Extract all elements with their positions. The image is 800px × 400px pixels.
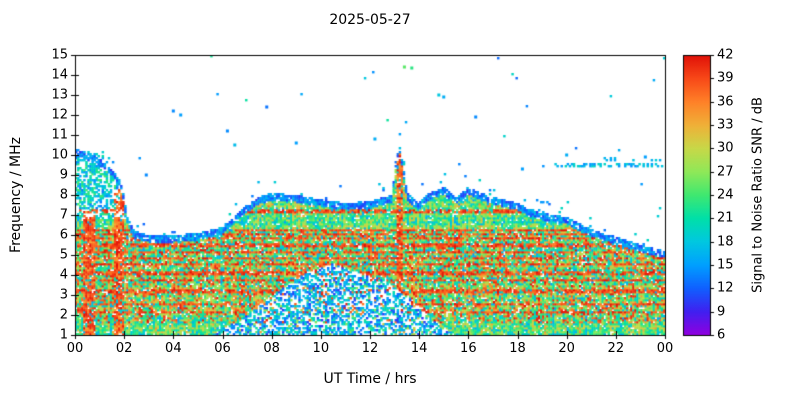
x-tick-label: 16 [460,341,477,356]
y-tick-label: 10 [51,147,68,163]
colorbar-tick-label: 24 [717,187,734,203]
x-tick-label: 18 [509,341,526,356]
x-tick-label: 14 [410,341,428,356]
colorbar-tick-label: 21 [717,210,734,226]
colorbar-tick-label: 9 [717,304,726,320]
x-tick-label: 00 [66,341,84,356]
colorbar-tick-label: 33 [717,117,734,133]
x-tick-label: 04 [165,341,182,356]
y-tick-label: 12 [51,107,68,123]
colorbar-label: Signal to Noise Ratio SNR / dB [750,97,766,293]
y-tick-label: 6 [59,227,68,243]
chart-title: 2025-05-27 [329,12,411,28]
x-tick-label: 02 [115,341,133,356]
y-tick-label: 13 [51,87,68,103]
y-tick-label: 14 [51,67,68,83]
y-tick-label: 7 [59,207,68,223]
colorbar-tick-label: 36 [717,94,734,110]
colorbar-tick-label: 39 [717,70,734,86]
colorbar-tick-label: 30 [717,140,734,156]
y-tick-label: 9 [59,167,68,183]
colorbar-tick-label: 18 [717,234,734,250]
y-tick-label: 2 [59,307,68,323]
x-tick-label: 10 [312,341,330,356]
y-tick-label: 8 [59,187,68,203]
colorbar-tick-label: 27 [717,164,734,180]
colorbar-tick-label: 42 [717,47,734,63]
x-tick-label: 00 [656,341,674,356]
x-axis-label: UT Time / hrs [323,371,417,387]
colorbar-tick-label: 15 [717,257,734,273]
x-tick-label: 06 [214,341,231,356]
y-tick-label: 4 [59,267,68,283]
colorbar-tick-label: 6 [717,327,726,343]
x-tick-label: 08 [263,341,280,356]
y-tick-label: 5 [59,247,68,263]
y-tick-label: 3 [59,287,68,303]
y-tick-label: 15 [51,47,68,63]
y-tick-label: 1 [59,327,68,343]
x-tick-label: 22 [607,341,625,356]
x-tick-label: 20 [558,341,575,356]
y-axis-label: Frequency / MHz [8,137,24,253]
y-tick-label: 11 [51,127,68,143]
colorbar-tick-label: 12 [717,280,734,296]
x-tick-label: 12 [361,341,379,356]
